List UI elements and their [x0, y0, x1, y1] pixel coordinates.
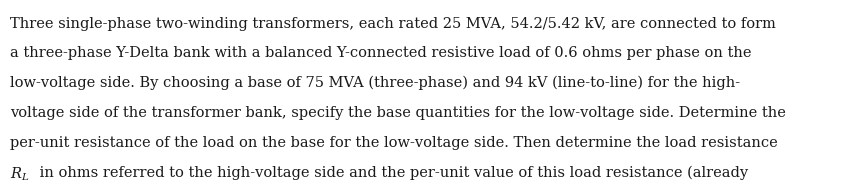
Text: a three-phase Y-Delta bank with a balanced Y-connected resistive load of 0.6 ohm: a three-phase Y-Delta bank with a balanc… [10, 46, 752, 60]
Text: voltage side of the transformer bank, specify the base quantities for the low-vo: voltage side of the transformer bank, sp… [10, 106, 786, 120]
Text: Three single-phase two-winding transformers, each rated 25 MVA, 54.2/5.42 kV, ar: Three single-phase two-winding transform… [10, 17, 776, 31]
Text: low-voltage side. By choosing a base of 75 MVA (three-phase) and 94 kV (line-to-: low-voltage side. By choosing a base of … [10, 76, 740, 90]
Text: in ohms referred to the high-voltage side and the per-unit value of this load re: in ohms referred to the high-voltage sid… [35, 165, 749, 180]
Text: per-unit resistance of the load on the base for the low-voltage side. Then deter: per-unit resistance of the load on the b… [10, 136, 778, 150]
Text: $R_L$: $R_L$ [10, 165, 29, 183]
